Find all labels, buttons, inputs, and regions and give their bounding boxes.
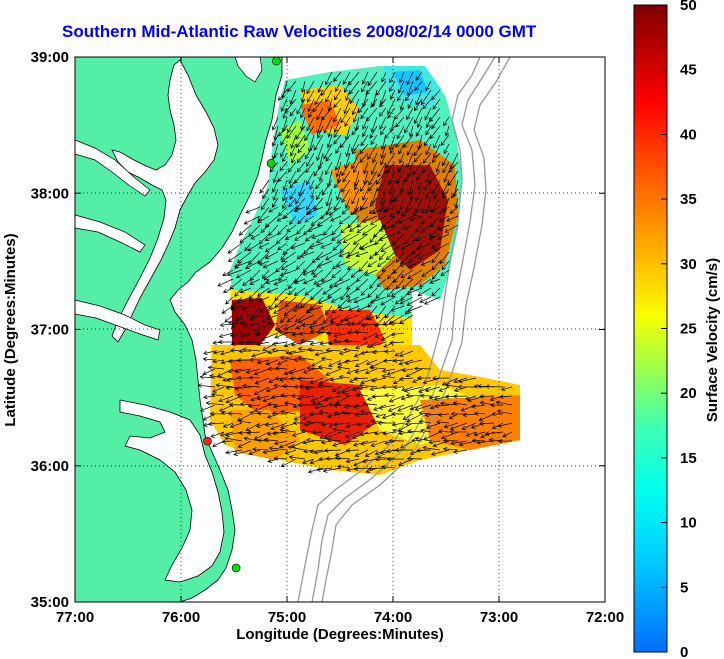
colorbar-tick-label: 0 [680, 644, 688, 659]
y-tick-label: 36:00 [31, 458, 69, 475]
grid-lines [75, 57, 605, 602]
colorbar-label: Surface Velocity (cm/s) [704, 258, 721, 422]
x-axis-label: Longitude (Degrees:Minutes) [236, 626, 444, 643]
colorbar-tick-label: 15 [680, 450, 697, 467]
colorbar-tick-label: 10 [680, 515, 697, 532]
pamlico-sound [119, 399, 225, 583]
colorbar-tick-label: 25 [680, 321, 697, 338]
x-tick-label: 74:00 [374, 609, 412, 626]
y-tick-label: 35:00 [31, 594, 69, 611]
land-mass [75, 57, 283, 602]
rappahannock-river [75, 214, 146, 253]
y-tick-label: 39:00 [31, 49, 69, 66]
station-mid [266, 158, 276, 168]
potomac-river [75, 139, 151, 197]
y-tick-label: 37:00 [31, 322, 69, 339]
x-tick-label: 76:00 [162, 609, 200, 626]
colorbar-tick-label: 40 [680, 126, 697, 143]
bathymetry-contours [297, 57, 511, 602]
james-river [75, 299, 161, 341]
colorbar-tick-label: 5 [680, 579, 688, 596]
colorbar-tick-label: 35 [680, 191, 697, 208]
chesapeake-bay [111, 59, 219, 343]
y-tick-label: 38:00 [31, 185, 69, 202]
colorbar-tick-label: 30 [680, 256, 697, 273]
station-north [272, 57, 281, 66]
x-tick-label: 77:00 [56, 609, 94, 626]
x-tick-label: 75:00 [268, 609, 306, 626]
station-hatteras [231, 563, 241, 573]
map-title: Southern Mid-Atlantic Raw Velocities 200… [62, 22, 537, 41]
y-axis-label: Latitude (Degrees:Minutes) [2, 233, 19, 426]
colorbar-tick-label: 20 [680, 385, 697, 402]
station-south-alert [203, 436, 212, 446]
x-tick-label: 72:00 [586, 609, 624, 626]
colorbar-tick-label: 45 [680, 62, 697, 79]
x-tick-label: 73:00 [480, 609, 518, 626]
delaware-bay [234, 57, 263, 83]
colorbar-tick-label: 50 [680, 0, 697, 14]
